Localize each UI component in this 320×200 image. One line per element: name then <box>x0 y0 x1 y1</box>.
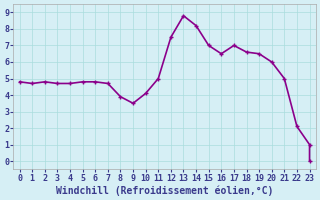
X-axis label: Windchill (Refroidissement éolien,°C): Windchill (Refroidissement éolien,°C) <box>56 185 273 196</box>
